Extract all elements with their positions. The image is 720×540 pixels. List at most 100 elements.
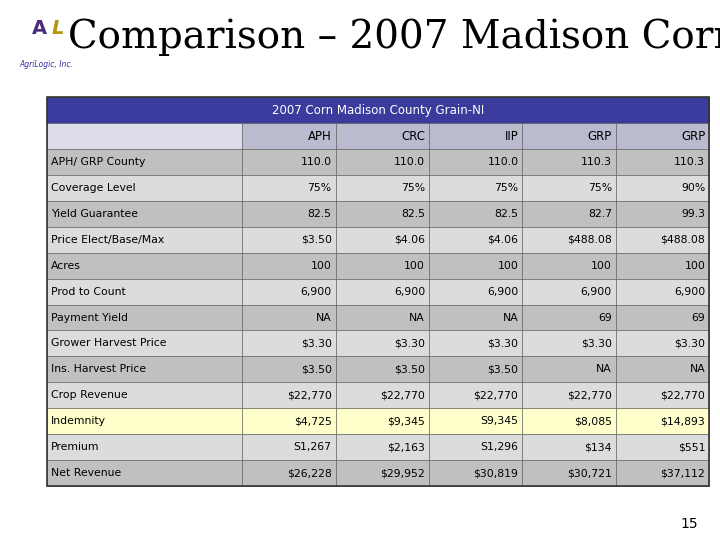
Bar (336, 123, 429, 149)
Bar (616, 175, 709, 201)
Text: 75%: 75% (588, 183, 612, 193)
Bar (616, 305, 709, 330)
Bar (242, 279, 336, 305)
Bar (523, 253, 616, 279)
Text: 75%: 75% (495, 183, 518, 193)
Text: $30,819: $30,819 (474, 468, 518, 478)
Text: $488.08: $488.08 (567, 235, 612, 245)
Text: 110.0: 110.0 (394, 157, 425, 167)
Text: 75%: 75% (307, 183, 332, 193)
Bar (616, 201, 709, 227)
Bar (523, 227, 616, 253)
Text: 99.3: 99.3 (681, 209, 705, 219)
Bar (47, 227, 242, 253)
Bar (429, 434, 523, 460)
Bar (616, 382, 709, 408)
Bar (523, 382, 616, 408)
Text: S9,345: S9,345 (480, 416, 518, 426)
Text: IIP: IIP (505, 130, 518, 143)
Text: 6,900: 6,900 (487, 287, 518, 296)
Bar (242, 305, 336, 330)
Bar (47, 356, 242, 382)
Bar (429, 305, 523, 330)
Text: Yield Guarantee: Yield Guarantee (51, 209, 138, 219)
Text: $22,770: $22,770 (660, 390, 705, 400)
Bar (47, 253, 242, 279)
Text: Coverage Level: Coverage Level (51, 183, 135, 193)
Text: NA: NA (316, 313, 332, 322)
Bar (242, 460, 336, 486)
Text: Comparison – 2007 Madison Corn: Comparison – 2007 Madison Corn (68, 18, 720, 56)
Text: $3.50: $3.50 (301, 364, 332, 374)
Bar (523, 305, 616, 330)
Text: 15: 15 (681, 517, 698, 531)
Bar (523, 149, 616, 175)
Text: GRP: GRP (588, 130, 612, 143)
Bar (336, 279, 429, 305)
Bar (242, 434, 336, 460)
Text: 75%: 75% (401, 183, 425, 193)
Text: Payment Yield: Payment Yield (51, 313, 127, 322)
Text: $8,085: $8,085 (574, 416, 612, 426)
Bar (242, 330, 336, 356)
Bar (336, 330, 429, 356)
Text: 90%: 90% (681, 183, 705, 193)
Text: CRC: CRC (401, 130, 425, 143)
Bar (429, 279, 523, 305)
Bar (242, 382, 336, 408)
Bar (336, 305, 429, 330)
Bar (429, 123, 523, 149)
Text: $4.06: $4.06 (487, 235, 518, 245)
Bar (47, 330, 242, 356)
Text: 82.5: 82.5 (401, 209, 425, 219)
Bar (429, 253, 523, 279)
Bar (47, 460, 242, 486)
Bar (616, 434, 709, 460)
Bar (336, 201, 429, 227)
Bar (47, 175, 242, 201)
Text: $488.08: $488.08 (660, 235, 705, 245)
Bar (242, 123, 336, 149)
Text: $3.30: $3.30 (301, 339, 332, 348)
Bar (429, 201, 523, 227)
Text: 6,900: 6,900 (300, 287, 332, 296)
Text: L: L (51, 19, 64, 38)
Text: 110.3: 110.3 (674, 157, 705, 167)
Bar (242, 253, 336, 279)
Text: $14,893: $14,893 (660, 416, 705, 426)
Text: Grower Harvest Price: Grower Harvest Price (51, 339, 166, 348)
Text: 110.3: 110.3 (581, 157, 612, 167)
Bar (429, 149, 523, 175)
Bar (47, 408, 242, 434)
Text: APH: APH (308, 130, 332, 143)
Bar (616, 356, 709, 382)
Bar (47, 434, 242, 460)
Text: 6,900: 6,900 (580, 287, 612, 296)
Bar (47, 305, 242, 330)
Text: 100: 100 (591, 261, 612, 271)
Text: $3.50: $3.50 (394, 364, 425, 374)
Bar (336, 382, 429, 408)
Bar (47, 123, 242, 149)
Bar (616, 227, 709, 253)
Text: 100: 100 (404, 261, 425, 271)
Text: $3.50: $3.50 (487, 364, 518, 374)
Bar (336, 253, 429, 279)
Text: Prod to Count: Prod to Count (51, 287, 125, 296)
Text: $3.30: $3.30 (487, 339, 518, 348)
Text: 82.5: 82.5 (495, 209, 518, 219)
Text: $3.30: $3.30 (674, 339, 705, 348)
Text: 6,900: 6,900 (674, 287, 705, 296)
Text: $3.30: $3.30 (581, 339, 612, 348)
Bar (336, 434, 429, 460)
Text: $3.50: $3.50 (301, 235, 332, 245)
Bar (523, 460, 616, 486)
Text: Premium: Premium (51, 442, 99, 452)
Text: Crop Revenue: Crop Revenue (51, 390, 127, 400)
Text: 2007 Corn Madison County Grain-NI: 2007 Corn Madison County Grain-NI (272, 104, 484, 117)
Text: NA: NA (409, 313, 425, 322)
Text: 69: 69 (598, 313, 612, 322)
Bar (523, 123, 616, 149)
Bar (336, 408, 429, 434)
Bar (523, 279, 616, 305)
